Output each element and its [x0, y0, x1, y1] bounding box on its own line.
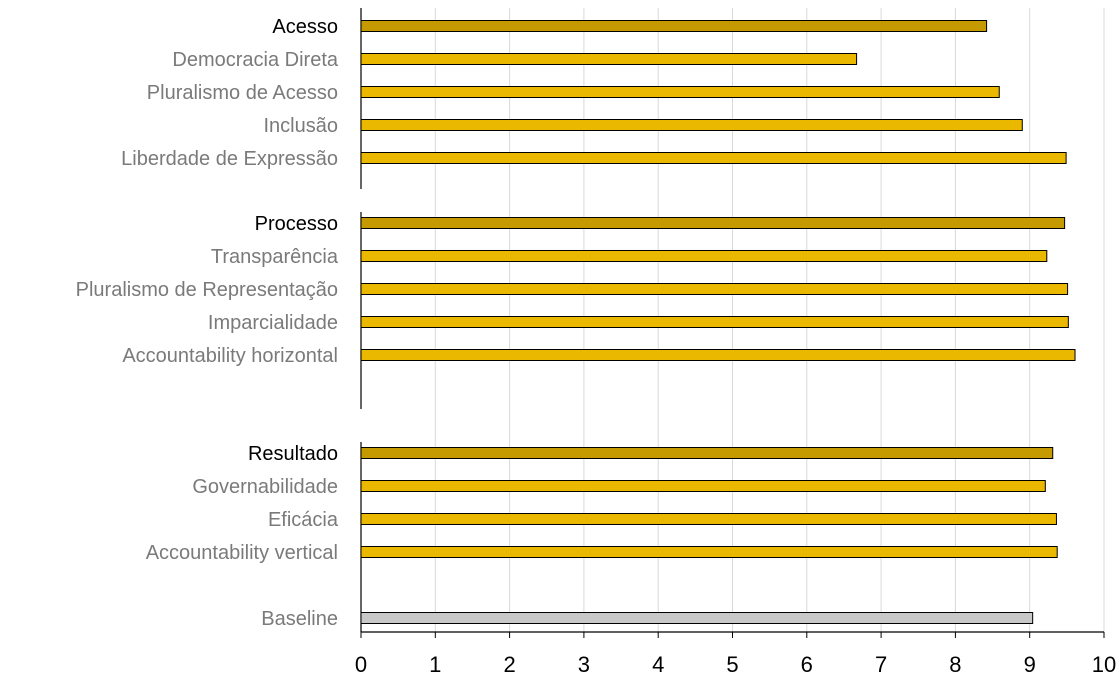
x-tick-label: 8: [949, 652, 961, 677]
x-tick-label: 10: [1092, 652, 1116, 677]
category-label: Democracia Direta: [172, 49, 338, 71]
category-label: Accountability vertical: [146, 542, 338, 564]
category-label: Inclusão: [264, 115, 339, 137]
x-tick-label: 2: [503, 652, 515, 677]
category-bar: [360, 513, 1057, 525]
category-bar: [360, 119, 1023, 131]
x-tick-label: 9: [1024, 652, 1036, 677]
group-label: Acesso: [272, 16, 338, 38]
group-label: Resultado: [248, 443, 338, 465]
category-label: Transparência: [211, 246, 339, 268]
category-bar: [360, 480, 1046, 492]
group-bar: [360, 447, 1054, 459]
x-tick-label: 4: [652, 652, 664, 677]
category-bar: [360, 53, 858, 65]
group-label: Processo: [255, 213, 338, 235]
x-tick-label: 6: [801, 652, 813, 677]
group-bar: [360, 20, 988, 32]
x-tick-label: 1: [429, 652, 441, 677]
baseline-bar: [360, 612, 1034, 624]
category-bar: [360, 86, 1000, 98]
x-tick-label: 3: [578, 652, 590, 677]
category-bar: [360, 283, 1069, 295]
category-label: Pluralismo de Acesso: [147, 82, 338, 104]
x-tick-label: 0: [355, 652, 367, 677]
group-bar: [360, 217, 1066, 229]
x-tick-label: 7: [875, 652, 887, 677]
baseline-label: Baseline: [261, 608, 338, 630]
category-label: Imparcialidade: [208, 312, 338, 334]
category-label: Eficácia: [268, 509, 339, 531]
category-bar: [360, 316, 1069, 328]
x-tick-label: 5: [726, 652, 738, 677]
category-label: Liberdade de Expressão: [121, 148, 338, 170]
category-label: Pluralismo de Representação: [76, 279, 338, 301]
category-label: Governabilidade: [192, 476, 338, 498]
category-bar: [360, 349, 1076, 361]
category-bar: [360, 152, 1067, 164]
category-bar: [360, 546, 1058, 558]
category-bar: [360, 250, 1048, 262]
category-label: Accountability horizontal: [122, 345, 338, 367]
